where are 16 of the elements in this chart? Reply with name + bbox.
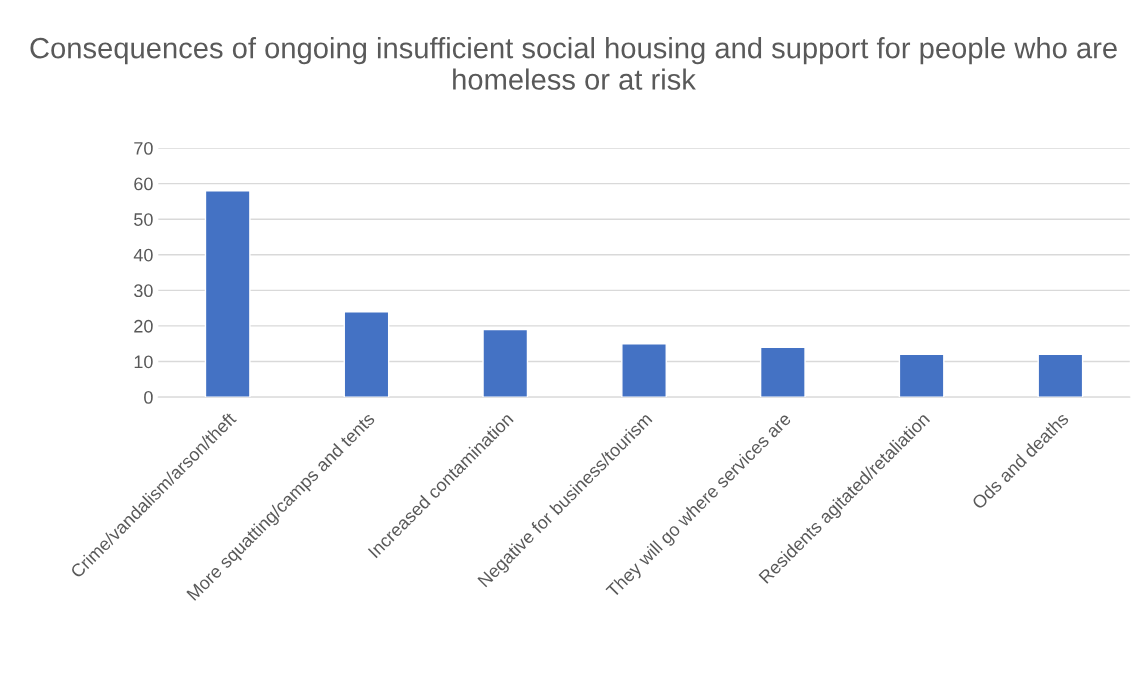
bar [1037,353,1084,398]
y-tick-label: 30 [134,284,153,298]
y-tick-label: 20 [134,319,153,333]
chart-title: Consequences of ongoing insufficient social housing and support for people who are homeless or at risk [30,37,1117,90]
y-tick-label: 0 [144,391,153,404]
y-tick-label: 60 [134,177,153,191]
y-tick-label: 70 [134,141,153,155]
bar [759,346,806,398]
bar [482,328,529,398]
bar [898,353,945,398]
y-tick-label: 50 [134,213,153,226]
y-tick-label: 10 [134,355,153,369]
bar [204,190,251,398]
y-tick-label: 40 [133,248,153,262]
bar [343,311,390,398]
bar [621,343,667,398]
